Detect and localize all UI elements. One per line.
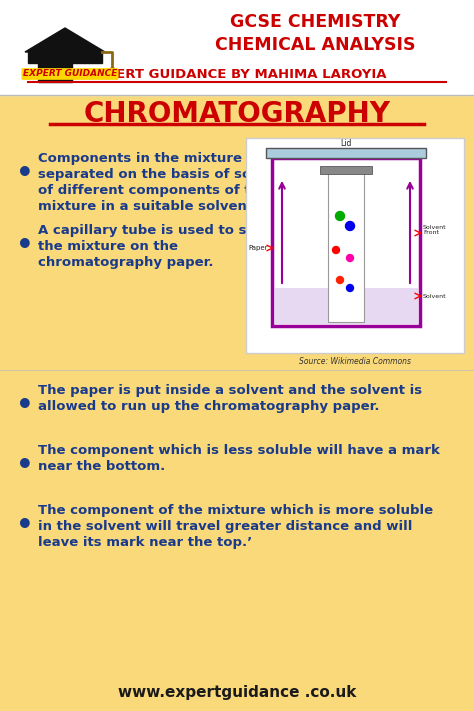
Bar: [266, 148, 426, 158]
Text: separated on the basis of solubilties: separated on the basis of solubilties: [38, 168, 312, 181]
Text: A capillary tube is used to spot: A capillary tube is used to spot: [38, 224, 272, 237]
Text: Solvent: Solvent: [423, 294, 447, 299]
Text: leave its mark near the top.’: leave its mark near the top.’: [38, 536, 252, 549]
Text: near the bottom.: near the bottom.: [38, 460, 165, 473]
Text: www.expertguidance .co.uk: www.expertguidance .co.uk: [118, 685, 356, 700]
Text: Solvent
Front: Solvent Front: [423, 225, 447, 235]
Circle shape: [346, 255, 354, 262]
Bar: [272, 158, 420, 326]
Circle shape: [336, 211, 345, 220]
Bar: [320, 166, 372, 174]
Text: The component which is less soluble will have a mark: The component which is less soluble will…: [38, 444, 440, 457]
Text: EXPERT GUIDANCE: EXPERT GUIDANCE: [23, 70, 117, 78]
Polygon shape: [25, 28, 105, 52]
Text: of different components of the: of different components of the: [38, 184, 269, 197]
Text: chromatography paper.: chromatography paper.: [38, 256, 213, 269]
Text: •: •: [16, 452, 34, 480]
Text: •: •: [16, 512, 34, 540]
Text: in the solvent will travel greater distance and will: in the solvent will travel greater dista…: [38, 520, 412, 533]
Bar: [0, 0, 474, 95]
Bar: [4, 4, 139, 86]
Circle shape: [346, 284, 354, 292]
Text: Components in the mixture are: Components in the mixture are: [38, 152, 271, 165]
Bar: [274, 288, 418, 324]
Polygon shape: [38, 63, 72, 82]
Text: GCSE CHEMISTRY: GCSE CHEMISTRY: [230, 13, 400, 31]
Text: CHEMICAL ANALYSIS: CHEMICAL ANALYSIS: [215, 36, 415, 54]
Text: Paper: Paper: [248, 245, 268, 251]
Text: •: •: [16, 160, 34, 188]
Text: CHROMATOGRAPHY: CHROMATOGRAPHY: [83, 100, 391, 128]
Text: EXPERT GUIDANCE BY MAHIMA LAROYIA: EXPERT GUIDANCE BY MAHIMA LAROYIA: [87, 68, 387, 82]
Circle shape: [332, 247, 339, 254]
Polygon shape: [28, 52, 102, 63]
Text: Source: Wikimedia Commons: Source: Wikimedia Commons: [299, 358, 411, 366]
Text: The paper is put inside a solvent and the solvent is: The paper is put inside a solvent and th…: [38, 384, 422, 397]
Text: •: •: [16, 232, 34, 260]
Text: mixture in a suitable solvent.: mixture in a suitable solvent.: [38, 200, 258, 213]
Text: The component of the mixture which is more soluble: The component of the mixture which is mo…: [38, 504, 433, 517]
Text: Lid: Lid: [340, 139, 352, 149]
Text: the mixture on the: the mixture on the: [38, 240, 178, 253]
Text: allowed to run up the chromatography paper.: allowed to run up the chromatography pap…: [38, 400, 380, 413]
Circle shape: [346, 222, 355, 230]
Text: •: •: [16, 392, 34, 420]
Bar: [246, 138, 464, 353]
Bar: [328, 170, 364, 322]
Circle shape: [337, 277, 344, 284]
